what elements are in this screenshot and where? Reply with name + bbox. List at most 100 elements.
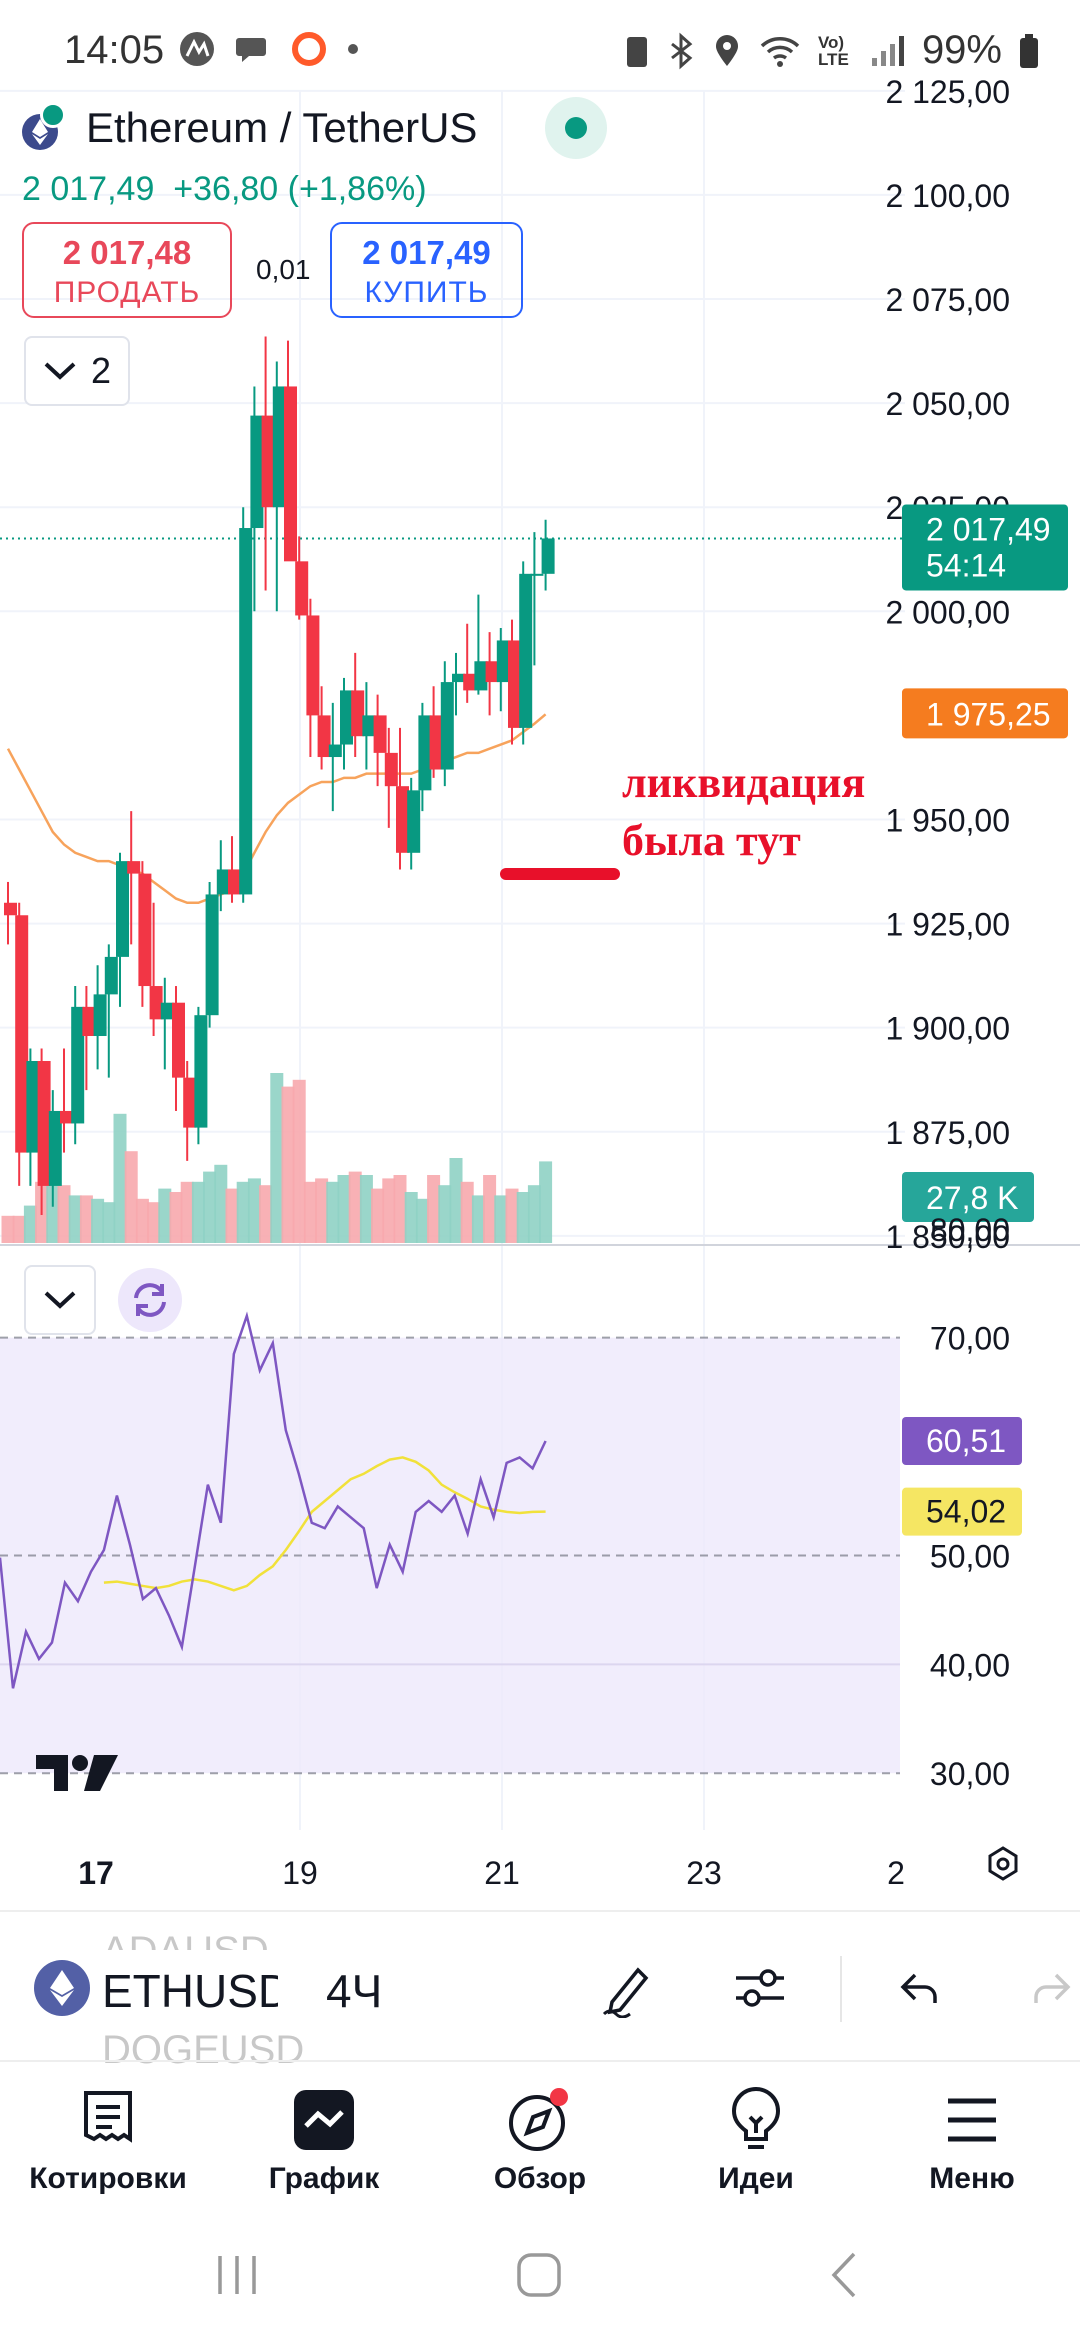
- drawing-tool-button[interactable]: [592, 1952, 664, 2024]
- indicators-button[interactable]: [724, 1952, 796, 2024]
- time-tick-label: 19: [282, 1855, 318, 1891]
- time-tick-label: 23: [686, 1855, 722, 1891]
- volume-bar: [471, 1195, 485, 1243]
- sliders-icon: [736, 1969, 784, 2007]
- volume-bar: [494, 1195, 508, 1243]
- volume-bar: [57, 1185, 71, 1243]
- chevron-down-icon: [44, 1291, 76, 1309]
- price-tick-label: 2 125,00: [885, 74, 1010, 110]
- last-price-badge-label: 2 017,49: [926, 511, 1051, 547]
- back-icon[interactable]: [820, 2250, 870, 2300]
- candle-body: [127, 861, 141, 874]
- candle-body: [261, 415, 275, 508]
- volume-bar: [505, 1188, 519, 1243]
- rsi-badge: [902, 1417, 1022, 1466]
- undo-icon: [900, 1973, 937, 2003]
- chart-icon: [294, 2090, 354, 2150]
- candle-body: [396, 786, 409, 853]
- candle-body: [384, 752, 398, 787]
- nav-label: График: [268, 2162, 380, 2195]
- bulb-icon: [731, 2087, 781, 2149]
- battery-icon: [1020, 33, 1038, 68]
- battery-level: 99%: [921, 28, 1002, 72]
- rsi-tick-label: 30,00: [930, 1756, 1010, 1792]
- undo-button[interactable]: [884, 1952, 956, 2024]
- nav-overview[interactable]: Обзор: [432, 2062, 648, 2210]
- candle-body: [485, 661, 499, 683]
- volume-bar: [79, 1195, 93, 1243]
- candle-body: [496, 640, 510, 683]
- volume-bar: [404, 1192, 418, 1243]
- volume-bar: [259, 1185, 273, 1243]
- candle-body: [272, 386, 286, 508]
- volume-bar: [203, 1171, 217, 1243]
- notification-icons: [178, 30, 360, 68]
- candle-body: [452, 673, 465, 683]
- symbol-title[interactable]: Ethereum / TetherUS: [86, 104, 478, 151]
- volume-bar: [23, 1205, 37, 1243]
- candle-body: [440, 682, 454, 770]
- buy-button[interactable]: 2 017,49 КУПИТЬ: [330, 222, 523, 318]
- candle-body: [295, 561, 309, 616]
- chat-icon: [236, 38, 266, 62]
- volume-bar: [427, 1175, 441, 1243]
- axis-settings-icon-dot: [996, 1857, 1010, 1871]
- volume-bar: [191, 1181, 205, 1243]
- rsi-settings-button[interactable]: [118, 1268, 182, 1332]
- volume-bar: [147, 1202, 161, 1243]
- candle-body: [541, 538, 555, 574]
- candle-body: [205, 894, 219, 1016]
- candle-body: [37, 1060, 51, 1186]
- volume-bar: [158, 1188, 172, 1243]
- volume-bar: [315, 1178, 329, 1243]
- volume-bar: [348, 1171, 362, 1243]
- volume-bar: [214, 1164, 228, 1243]
- volume-bar: [483, 1175, 497, 1243]
- record-icon: [292, 32, 326, 66]
- volume-badge-label: 27,8 K: [926, 1180, 1019, 1216]
- buy-price: 2 017,49: [362, 234, 491, 271]
- volume-bar: [12, 1215, 26, 1243]
- time-tick-label: 21: [484, 1855, 520, 1891]
- ma-badge: [902, 688, 1068, 739]
- timeframe-selector[interactable]: 4Ч: [326, 1965, 383, 2017]
- price-tick-label: 2 100,00: [885, 178, 1010, 214]
- tradingview-logo: [34, 1748, 120, 1808]
- chevron-down-icon: [44, 362, 76, 380]
- indicators-collapse-button[interactable]: 2: [24, 336, 130, 406]
- candle-body: [508, 640, 521, 728]
- volume-bar: [281, 1086, 295, 1243]
- candle-body: [160, 1002, 174, 1020]
- home-icon[interactable]: [514, 2250, 564, 2300]
- nav-chart[interactable]: График: [216, 2062, 432, 2210]
- candle-body: [194, 1015, 208, 1128]
- redo-button[interactable]: [1026, 1952, 1076, 2024]
- signal-icon: [871, 35, 904, 66]
- candle-body: [519, 573, 533, 728]
- spread-value: 0,01: [256, 254, 311, 285]
- volume-bar: [236, 1181, 250, 1243]
- candle-body: [172, 1002, 185, 1078]
- candle-body: [373, 715, 387, 753]
- wifi-icon: [760, 36, 800, 67]
- rsi-collapse-button[interactable]: [24, 1265, 96, 1335]
- sell-button[interactable]: 2 017,48 ПРОДАТЬ: [22, 222, 232, 318]
- rsi-ma-line: [103, 1456, 546, 1592]
- candle-body: [82, 1006, 96, 1037]
- volume-bar: [270, 1073, 284, 1243]
- candle-body: [474, 661, 488, 691]
- nav-quotes[interactable]: Котировки: [0, 2062, 216, 2210]
- recent-apps-icon[interactable]: [212, 2250, 262, 2300]
- nav-ideas[interactable]: Идеи: [648, 2062, 864, 2210]
- pencil-icon: [602, 1967, 649, 2018]
- market-open-indicator[interactable]: [545, 97, 607, 159]
- indicators-count: 2: [90, 350, 112, 391]
- prev-symbol[interactable]: ADAUSD: [102, 1912, 269, 1950]
- redo-icon: [1034, 1973, 1071, 2003]
- candle-body: [463, 673, 477, 691]
- app-icon: [180, 32, 214, 66]
- price-change: 2 017,49 +36,80 (+1,86%): [22, 170, 427, 209]
- nav-menu[interactable]: Меню: [864, 2062, 1080, 2210]
- symbol-selector[interactable]: ETHUSDT: [102, 1965, 278, 2017]
